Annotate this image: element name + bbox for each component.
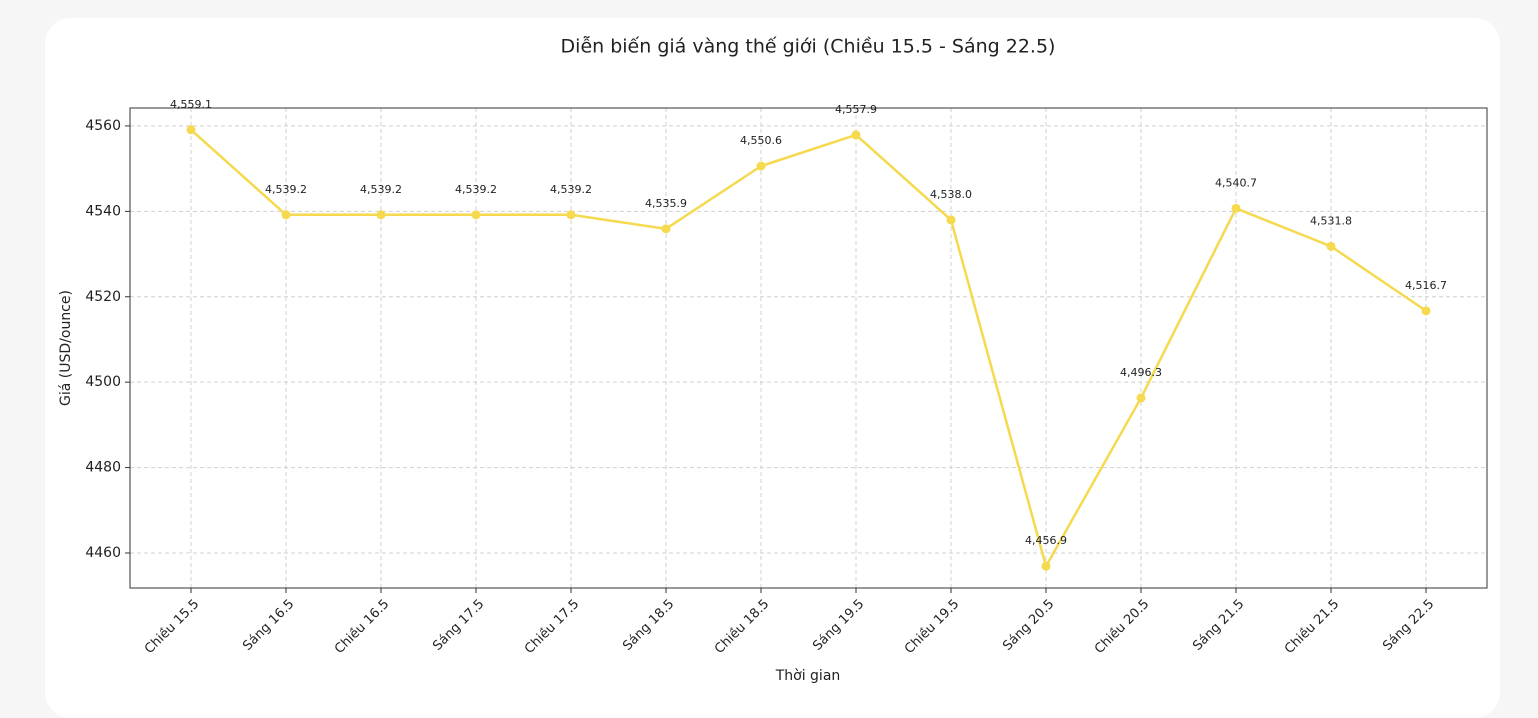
y-tick-label: 4460 xyxy=(85,545,121,561)
value-label: 4,538.0 xyxy=(930,188,972,201)
x-tick-label: Sáng 16.5 xyxy=(240,597,297,654)
point xyxy=(186,125,196,135)
x-tick-label: Chiều 16.5 xyxy=(332,597,392,657)
value-label: 4,539.2 xyxy=(455,183,497,196)
x-tick-label: Sáng 22.5 xyxy=(1380,597,1437,654)
y-axis-label: Giá (USD/ounce) xyxy=(58,290,74,406)
x-tick-label: Chiều 18.5 xyxy=(712,597,772,657)
chart: Diễn biến giá vàng thế giới (Chiều 15.5 … xyxy=(58,35,1488,684)
x-tick-label: Sáng 19.5 xyxy=(810,597,867,654)
point xyxy=(1421,306,1431,316)
value-label: 4,516.7 xyxy=(1405,279,1447,292)
value-label: 4,550.6 xyxy=(740,134,782,147)
point xyxy=(471,210,481,220)
x-tick-label: Chiều 19.5 xyxy=(902,597,962,657)
card xyxy=(45,18,1500,718)
value-label: 4,456.9 xyxy=(1025,534,1067,547)
x-tick-label: Chiều 15.5 xyxy=(142,597,202,657)
x-axis-label: Thời gian xyxy=(775,668,841,684)
x-tick-label: Sáng 20.5 xyxy=(1000,597,1057,654)
point xyxy=(1326,241,1336,251)
y-tick-label: 4480 xyxy=(85,460,121,476)
y-tick-label: 4500 xyxy=(85,374,121,390)
point xyxy=(1041,561,1051,571)
point xyxy=(851,130,861,140)
value-label: 4,539.2 xyxy=(550,183,592,196)
y-tick-label: 4540 xyxy=(85,203,121,219)
value-label: 4,535.9 xyxy=(645,197,687,210)
point xyxy=(946,215,956,225)
value-label: 4,540.7 xyxy=(1215,176,1257,189)
x-tick-label: Sáng 21.5 xyxy=(1190,597,1247,654)
x-tick-label: Chiều 17.5 xyxy=(522,597,582,657)
y-tick-label: 4560 xyxy=(85,118,121,134)
point xyxy=(756,161,766,171)
x-tick-label: Sáng 17.5 xyxy=(430,597,487,654)
value-label: 4,557.9 xyxy=(835,103,877,116)
line xyxy=(190,128,1427,570)
chart-title: Diễn biến giá vàng thế giới (Chiều 15.5 … xyxy=(561,35,1056,58)
value-label: 4,531.8 xyxy=(1310,214,1352,227)
value-label: 4,539.2 xyxy=(265,183,307,196)
point xyxy=(1231,203,1241,213)
point xyxy=(566,210,576,220)
value-label: 4,559.1 xyxy=(170,98,212,111)
y-tick-label: 4520 xyxy=(85,289,121,305)
x-tick-label: Chiều 21.5 xyxy=(1282,597,1342,657)
x-tick-label: Chiều 20.5 xyxy=(1092,597,1152,657)
value-label: 4,539.2 xyxy=(360,183,402,196)
plot-frame xyxy=(129,107,1488,589)
x-tick-label: Sáng 18.5 xyxy=(620,597,677,654)
point xyxy=(281,210,291,220)
point xyxy=(661,224,671,234)
point xyxy=(376,210,386,220)
value-label: 4,496.3 xyxy=(1120,366,1162,379)
point xyxy=(1136,393,1146,403)
